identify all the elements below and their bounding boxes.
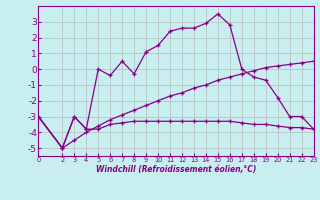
X-axis label: Windchill (Refroidissement éolien,°C): Windchill (Refroidissement éolien,°C) xyxy=(96,165,256,174)
